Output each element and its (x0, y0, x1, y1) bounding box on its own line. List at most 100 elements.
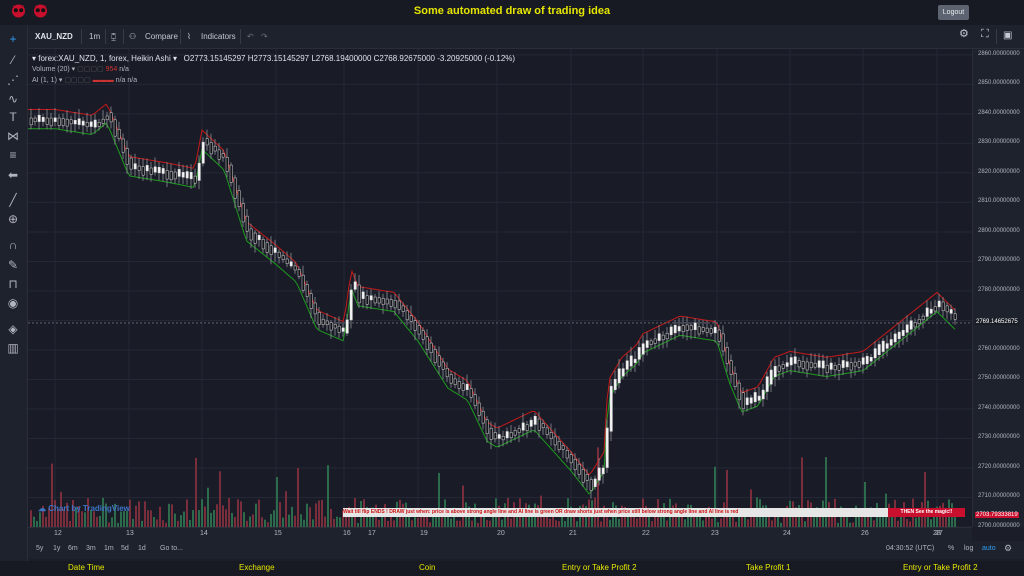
candle-body (357, 284, 361, 304)
indicators-button[interactable]: Indicators (201, 32, 236, 41)
volume-bar (258, 499, 260, 527)
time-axis[interactable]: 12 13 14 15 16 17 19 20 21 22 23 24 26 27 28 (28, 527, 972, 542)
volume-bar (144, 501, 146, 527)
candle-body (137, 165, 141, 171)
candle-body (237, 190, 241, 208)
volume-bar (288, 514, 290, 527)
volume-bar (882, 516, 884, 527)
volume-bar (108, 522, 110, 527)
trash-icon[interactable]: ▥ (7, 341, 19, 355)
goto-button[interactable]: Go to... (160, 545, 183, 552)
volume-bar (930, 519, 932, 527)
volume-bar (447, 512, 449, 527)
candle-style-icon[interactable]: ⧮ (111, 32, 117, 41)
logout-button[interactable]: Logout (938, 5, 969, 20)
volume-bar (552, 515, 554, 527)
redo-icon[interactable]: ↷ (261, 32, 268, 41)
zoom-icon[interactable]: ⊕ (7, 212, 19, 226)
volume-bar (240, 501, 242, 527)
volume-bar (735, 521, 737, 527)
fib-icon[interactable]: ⋰ (7, 73, 19, 87)
chart-pane[interactable]: ▾ forex:XAU_NZD, 1, forex, Heikin Ashi ▾… (28, 49, 972, 527)
volume-bar (795, 507, 797, 527)
measure-icon[interactable]: ≡ (9, 148, 17, 162)
pattern-icon[interactable]: ∿ (7, 92, 19, 106)
collapse-legend-icon[interactable]: ▾ (32, 54, 37, 63)
volume-bar (222, 505, 224, 527)
auto-toggle[interactable]: auto (982, 545, 996, 552)
compare-button[interactable]: Compare (145, 32, 178, 41)
price-tick-label: 2840.00000000 (978, 109, 1020, 116)
owl-logo-icon (32, 3, 49, 18)
range-1m[interactable]: 1m (104, 545, 114, 552)
back-arrow-icon[interactable]: ⬅ (7, 168, 19, 182)
volume-indicator-label[interactable]: Volume (20) ▾ (32, 66, 76, 73)
candle-body (317, 311, 321, 325)
fullscreen-icon[interactable]: ⛶ (981, 28, 989, 40)
volume-bar (660, 509, 662, 527)
volume-bar (69, 520, 71, 527)
utc-clock[interactable]: 04:30:52 (UTC) (886, 545, 935, 552)
price-axis[interactable]: 2769.14652675 2703.79333819 2860.0000000… (972, 49, 1024, 529)
volume-bar (84, 512, 86, 527)
layers-icon[interactable]: ◈ (8, 322, 18, 336)
volume-bar (60, 491, 62, 527)
log-toggle[interactable]: log (964, 545, 974, 552)
candle-body (197, 162, 201, 181)
axis-settings-gear-icon[interactable]: ⚙ (1004, 543, 1013, 553)
volume-bar (246, 520, 248, 527)
candle-body (865, 356, 869, 364)
camera-icon[interactable]: ▣ (1003, 30, 1013, 41)
undo-icon[interactable]: ↶ (247, 32, 254, 41)
range-1d[interactable]: 1d (138, 545, 146, 552)
settings-gear-icon[interactable]: ⚙ (959, 28, 969, 40)
ruler-icon[interactable]: ╱ (9, 193, 17, 207)
candle-body (869, 356, 873, 362)
candle-body (437, 355, 441, 367)
price-chart[interactable] (28, 49, 972, 527)
volume-bar (546, 513, 548, 527)
range-5d[interactable]: 5d (121, 545, 129, 552)
volume-bar (252, 514, 254, 527)
price-tick-label: 2720.00000000 (978, 463, 1020, 470)
legend-symbol[interactable]: forex:XAU_NZD, 1, forex, Heikin Ashi ▾ (38, 54, 177, 63)
candle-body (737, 382, 741, 401)
shapes-icon[interactable]: ⋈ (7, 129, 19, 143)
text-icon[interactable]: T (9, 110, 17, 124)
volume-bar (96, 516, 98, 527)
volume-bar (732, 508, 734, 527)
range-6m[interactable]: 6m (68, 545, 78, 552)
lock-icon[interactable]: ⊓ (8, 277, 18, 291)
trend-line-icon[interactable]: ⁄ (11, 53, 14, 67)
interval-button[interactable]: 1m (89, 32, 101, 41)
range-3m[interactable]: 3m (86, 545, 96, 552)
candle-body (781, 364, 785, 369)
range-1y[interactable]: 1y (53, 545, 61, 552)
candle-body (537, 418, 541, 431)
tradingview-watermark[interactable]: ☁ Chart by TradingView (38, 504, 130, 513)
candle-body (769, 369, 773, 385)
symbol-search[interactable]: XAU_NZD (35, 32, 73, 41)
toolbar-divider (180, 29, 181, 44)
candle-body (129, 157, 133, 170)
candle-body (705, 327, 709, 333)
volume-bar (729, 514, 731, 527)
eye-icon[interactable]: ◉ (7, 296, 19, 310)
candle-body (809, 362, 813, 369)
volume-bar (606, 517, 608, 527)
ai-indicator-label[interactable]: AI (1, 1) ▾ (32, 77, 63, 84)
volume-bar (333, 518, 335, 527)
percent-toggle[interactable]: % (948, 545, 955, 552)
magnet-icon[interactable]: ∩ (8, 238, 18, 252)
price-tick-label: 2780.00000000 (978, 286, 1020, 293)
crosshair-icon[interactable]: + (9, 32, 17, 46)
range-5y[interactable]: 5y (36, 545, 44, 552)
footer-entry-tp2-left: Entry or Take Profit 2 (562, 563, 637, 572)
candle-body (849, 362, 853, 371)
candle-body (917, 319, 921, 324)
lock-draw-icon[interactable]: ✎ (7, 258, 19, 272)
candle-body (569, 454, 573, 464)
volume-bar (231, 512, 233, 527)
volume-bar (165, 522, 167, 527)
volume-bar (861, 509, 863, 527)
